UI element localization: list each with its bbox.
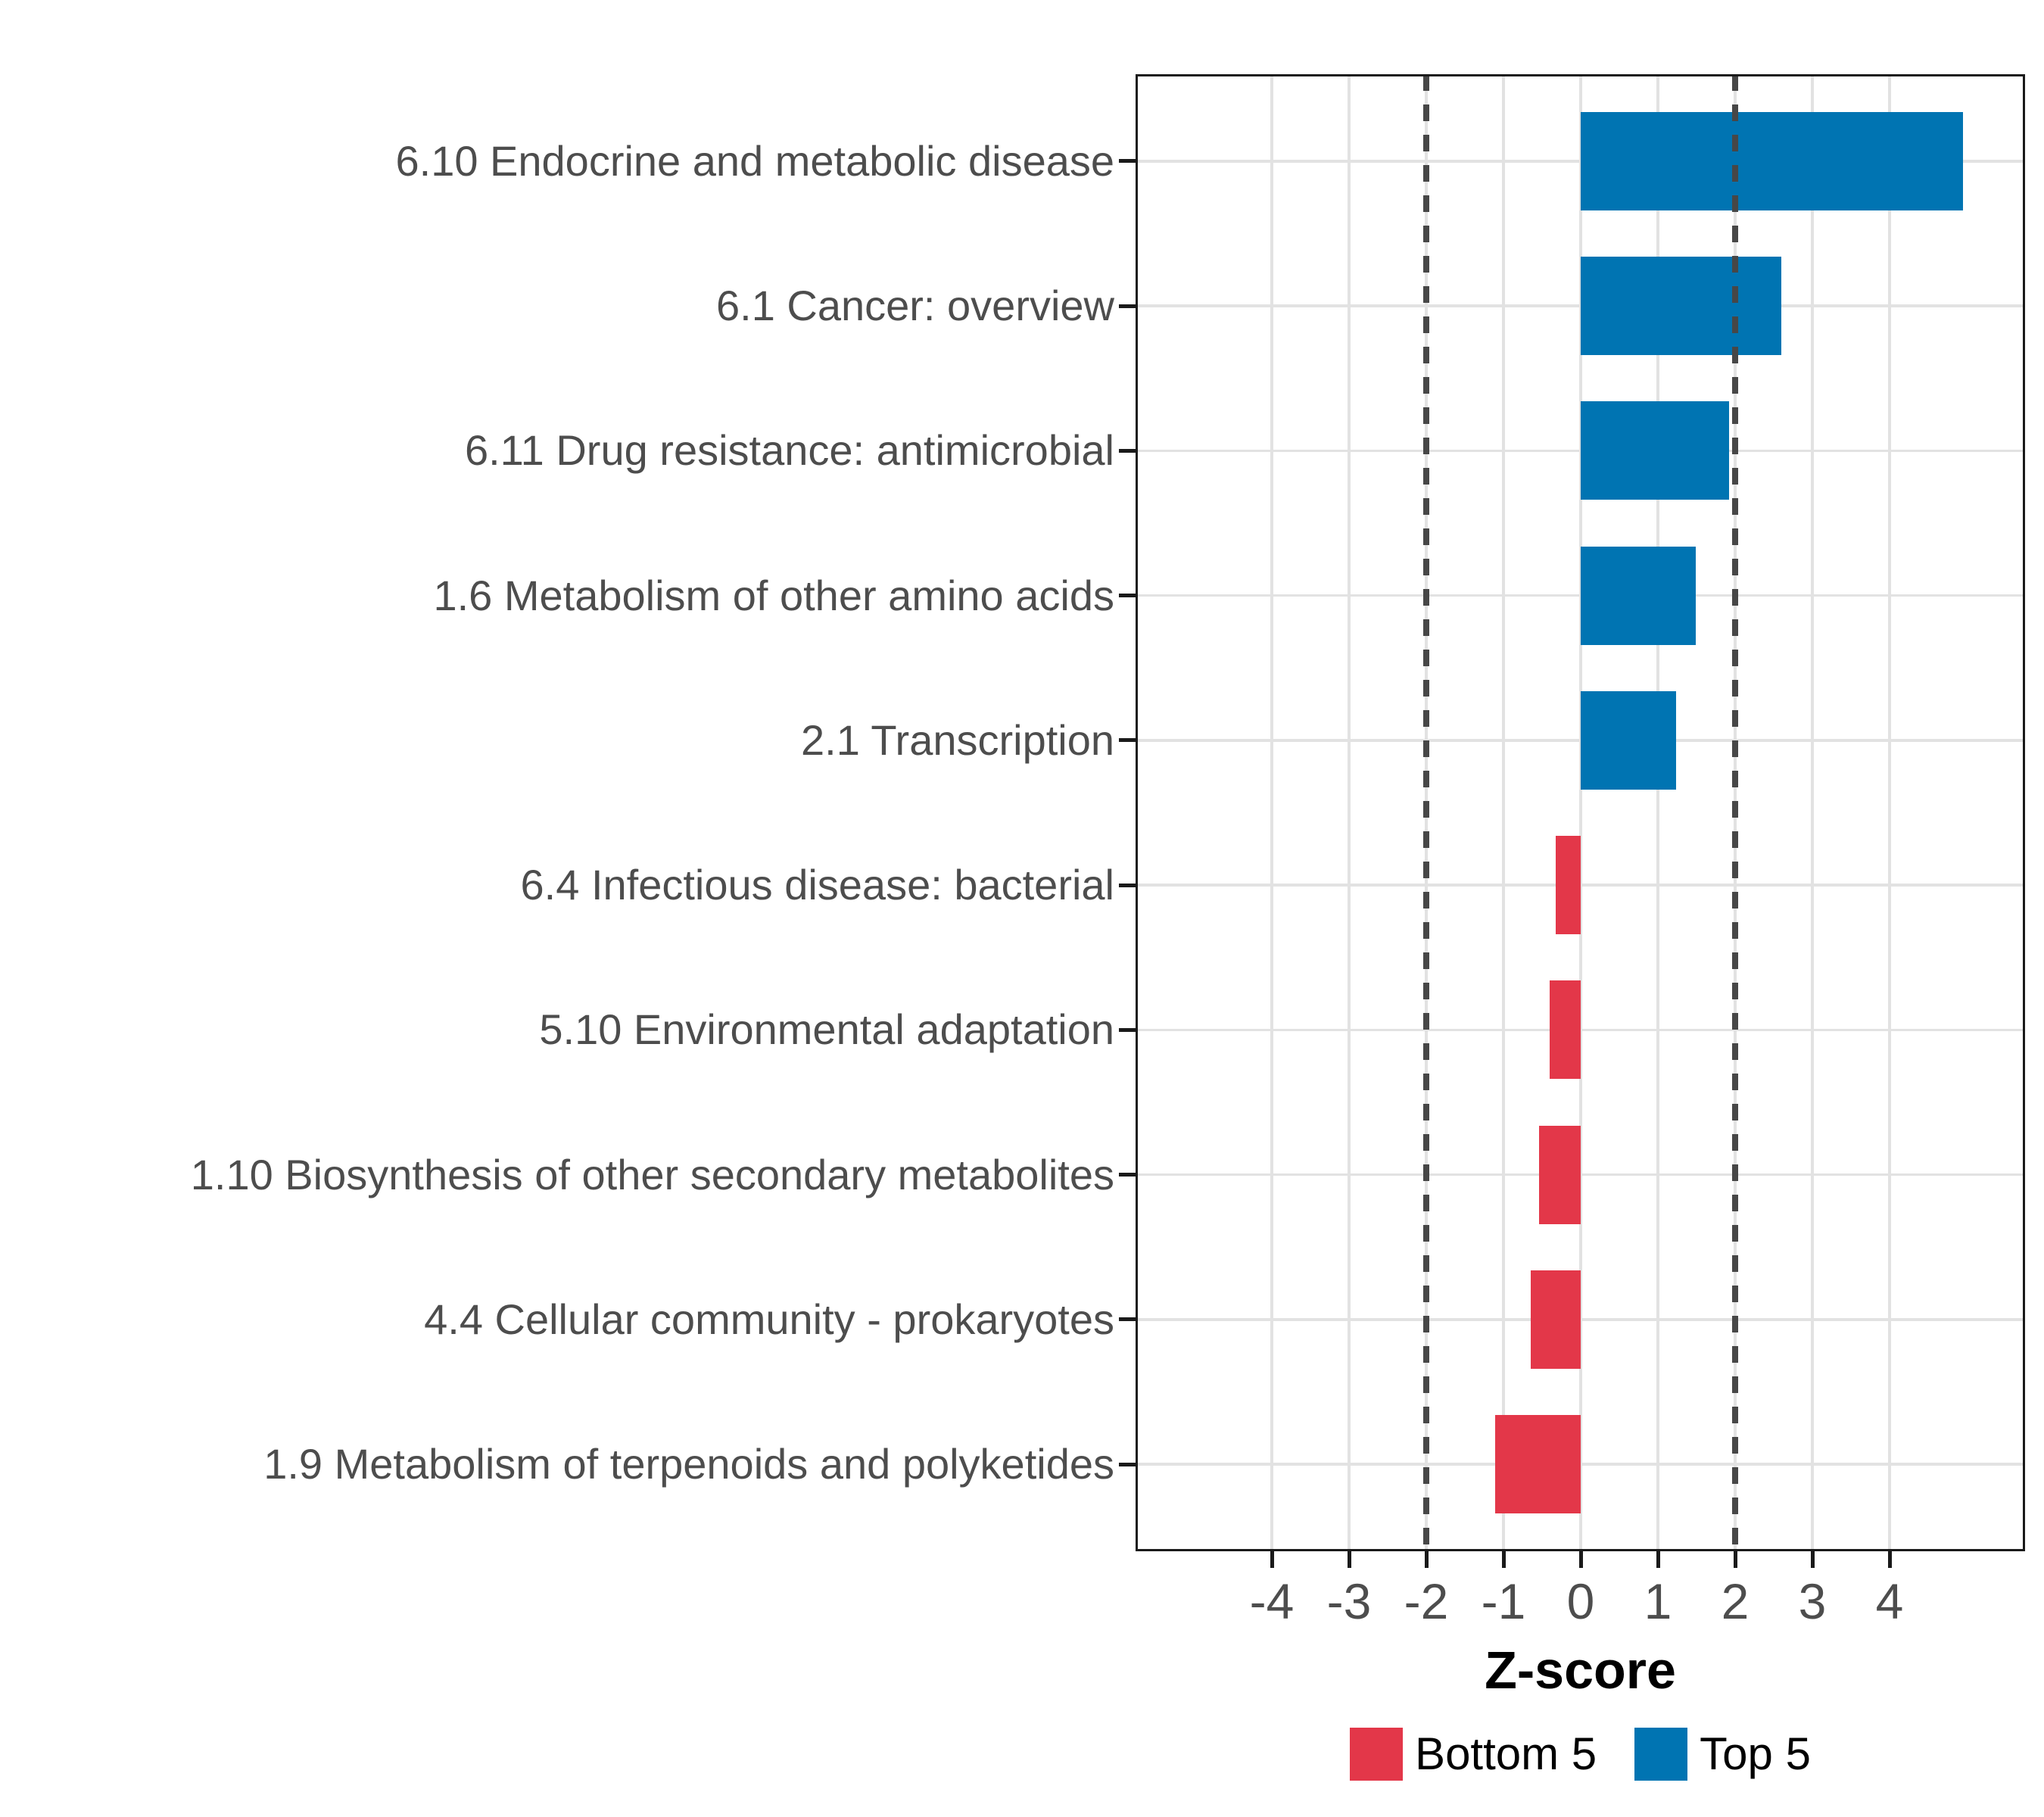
bar-bottom5 [1530, 1270, 1581, 1369]
bar-bottom5 [1550, 980, 1581, 1080]
y-axis-tick [1119, 1027, 1136, 1032]
x-tick-label: -2 [1404, 1573, 1449, 1629]
legend-key-bottom5-swatch [1350, 1728, 1404, 1781]
y-axis-tick [1119, 1173, 1136, 1177]
x-axis-tick [1424, 1551, 1429, 1568]
y-axis-tick [1119, 448, 1136, 453]
x-axis-tick [1578, 1551, 1583, 1568]
x-tick-label: 0 [1566, 1573, 1595, 1629]
bar-top5 [1581, 401, 1729, 500]
x-tick-label: 2 [1721, 1573, 1750, 1629]
x-gridline [1348, 74, 1351, 1551]
x-axis-tick [1887, 1551, 1892, 1568]
x-tick-label: 1 [1644, 1573, 1672, 1629]
x-gridline [1270, 74, 1273, 1551]
legend-label-top5: Top 5 [1700, 1728, 1811, 1779]
y-axis-tick [1119, 159, 1136, 164]
x-tick-label: -4 [1249, 1573, 1295, 1629]
x-tick-label: -3 [1326, 1573, 1372, 1629]
x-axis-tick [1501, 1551, 1506, 1568]
y-axis-label: 1.6 Metabolism of other amino acids [433, 571, 1114, 619]
y-axis-label: 2.1 Transcription [801, 715, 1114, 764]
y-axis-label: 1.9 Metabolism of terpenoids and polyket… [263, 1440, 1114, 1488]
bar-top5 [1581, 257, 1782, 356]
y-axis-label: 5.10 Environmental adaptation [539, 1005, 1114, 1054]
bar-bottom5 [1494, 1415, 1581, 1514]
y-axis-label: 6.4 Infectious disease: bacterial [520, 861, 1114, 909]
bar-top5 [1581, 111, 1963, 210]
y-axis-tick [1119, 1462, 1136, 1466]
y-gridline [1136, 594, 2025, 597]
x-gridline [1811, 74, 1814, 1551]
bar-bottom5 [1538, 1125, 1581, 1224]
y-gridline [1136, 739, 2025, 742]
x-axis-tick [1810, 1551, 1815, 1568]
y-axis-label: 6.10 Endocrine and metabolic disease [395, 136, 1114, 185]
x-gridline [1888, 74, 1891, 1551]
x-axis-title: Z-score [1485, 1641, 1676, 1700]
reference-line [1423, 74, 1429, 1551]
x-axis-tick [1656, 1551, 1660, 1568]
legend-item-bottom5: Bottom 5 [1350, 1728, 1597, 1781]
y-axis-label: 4.4 Cellular community - prokaryotes [424, 1295, 1114, 1343]
x-tick-label: 3 [1798, 1573, 1827, 1629]
x-gridline [1656, 74, 1659, 1551]
legend-item-top5: Top 5 [1634, 1728, 1811, 1781]
x-gridline [1502, 74, 1505, 1551]
plot-panel [1136, 74, 2025, 1551]
x-tick-label: 4 [1875, 1573, 1904, 1629]
x-axis-tick [1733, 1551, 1737, 1568]
y-axis-tick [1119, 594, 1136, 598]
bar-bottom5 [1556, 836, 1581, 935]
bar-top5 [1581, 690, 1677, 790]
y-axis-tick [1119, 1317, 1136, 1322]
x-axis-tick [1347, 1551, 1351, 1568]
y-axis-tick [1119, 883, 1136, 887]
x-gridline [1579, 74, 1582, 1551]
y-gridline [1136, 304, 2025, 307]
y-axis-tick [1119, 304, 1136, 308]
x-axis-tick [1270, 1551, 1274, 1568]
bar-top5 [1581, 546, 1696, 645]
legend: Bottom 5 Top 5 [1136, 1728, 2025, 1781]
reference-line [1732, 74, 1738, 1551]
legend-key-top5-swatch [1634, 1728, 1688, 1781]
x-tick-label: -1 [1481, 1573, 1526, 1629]
y-gridline [1136, 160, 2025, 163]
y-axis-tick [1119, 738, 1136, 743]
legend-label-bottom5: Bottom 5 [1415, 1728, 1597, 1779]
y-axis-label: 1.10 Biosynthesis of other secondary met… [190, 1150, 1114, 1198]
y-axis-label: 6.1 Cancer: overview [715, 282, 1114, 330]
y-gridline [1136, 449, 2025, 453]
y-axis-label: 6.11 Drug resistance: antimicrobial [464, 426, 1114, 475]
